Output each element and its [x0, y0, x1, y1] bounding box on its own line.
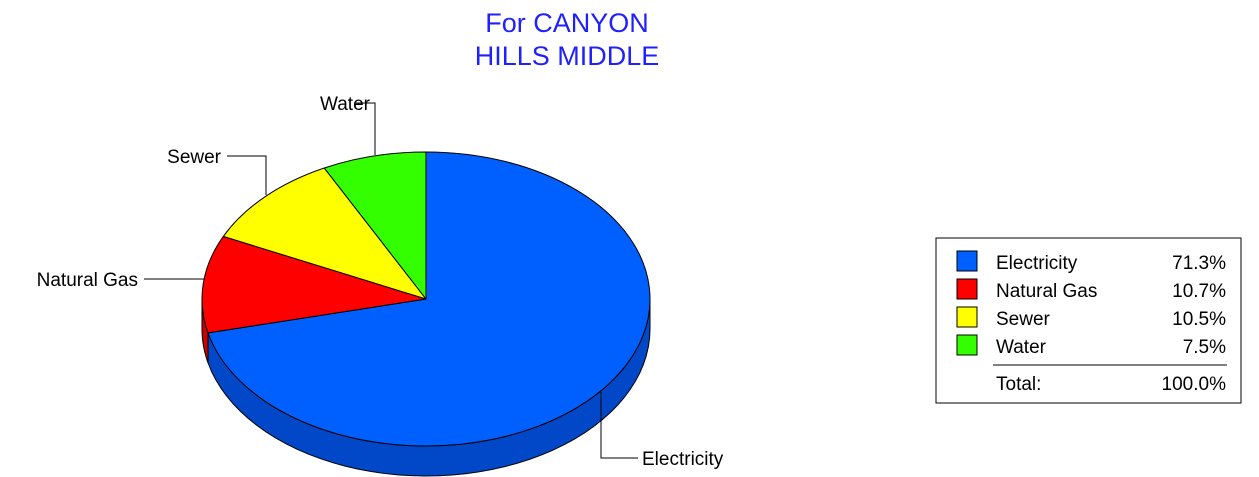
pie-top-group — [201, 151, 651, 447]
legend-swatch-natural-gas — [956, 278, 978, 300]
legend-label-water: Water — [996, 337, 1047, 358]
legend-value-water: 7.5% — [1183, 337, 1226, 358]
slice-label-natural-gas: Natural Gas — [37, 270, 138, 291]
legend-swatch-water — [956, 334, 978, 356]
leader-line-sewer — [227, 155, 267, 195]
slice-label-electricity: Electricity — [642, 449, 724, 470]
legend-label-sewer: Sewer — [996, 309, 1051, 330]
legend-swatch-electricity — [956, 250, 978, 272]
pie-slice-water — [323, 151, 427, 300]
slice-label-sewer: Sewer — [167, 147, 222, 168]
pie-slice-electricity — [207, 151, 651, 447]
legend-label-natural-gas: Natural Gas — [996, 281, 1097, 302]
legend-value-sewer: 10.5% — [1172, 309, 1226, 330]
leader-line-electricity — [600, 392, 638, 459]
leader-line-group — [144, 102, 638, 459]
legend: Electricity 71.3% Natural Gas 10.7% Sewer 10.… — [935, 237, 1242, 404]
legend-label-electricity: Electricity — [996, 253, 1078, 274]
legend-value-natural-gas: 10.7% — [1172, 281, 1226, 302]
legend-total-label: Total: — [996, 374, 1041, 395]
legend-value-electricity: 71.3% — [1172, 253, 1226, 274]
pie-slice-sewer — [222, 167, 427, 300]
legend-total-value: 100.0% — [1162, 374, 1227, 395]
leader-line-water — [356, 102, 376, 155]
slice-label-group: Electricity Natural Gas Sewer Water — [37, 94, 724, 470]
chart-title-line-1: For CANYON — [485, 8, 649, 38]
pie-slice-natural-gas — [201, 235, 427, 334]
chart-title-line-2: HILLS MIDDLE — [475, 41, 660, 71]
legend-swatch-sewer — [956, 306, 978, 328]
slice-label-water: Water — [320, 94, 371, 115]
legend-box — [935, 237, 1242, 404]
